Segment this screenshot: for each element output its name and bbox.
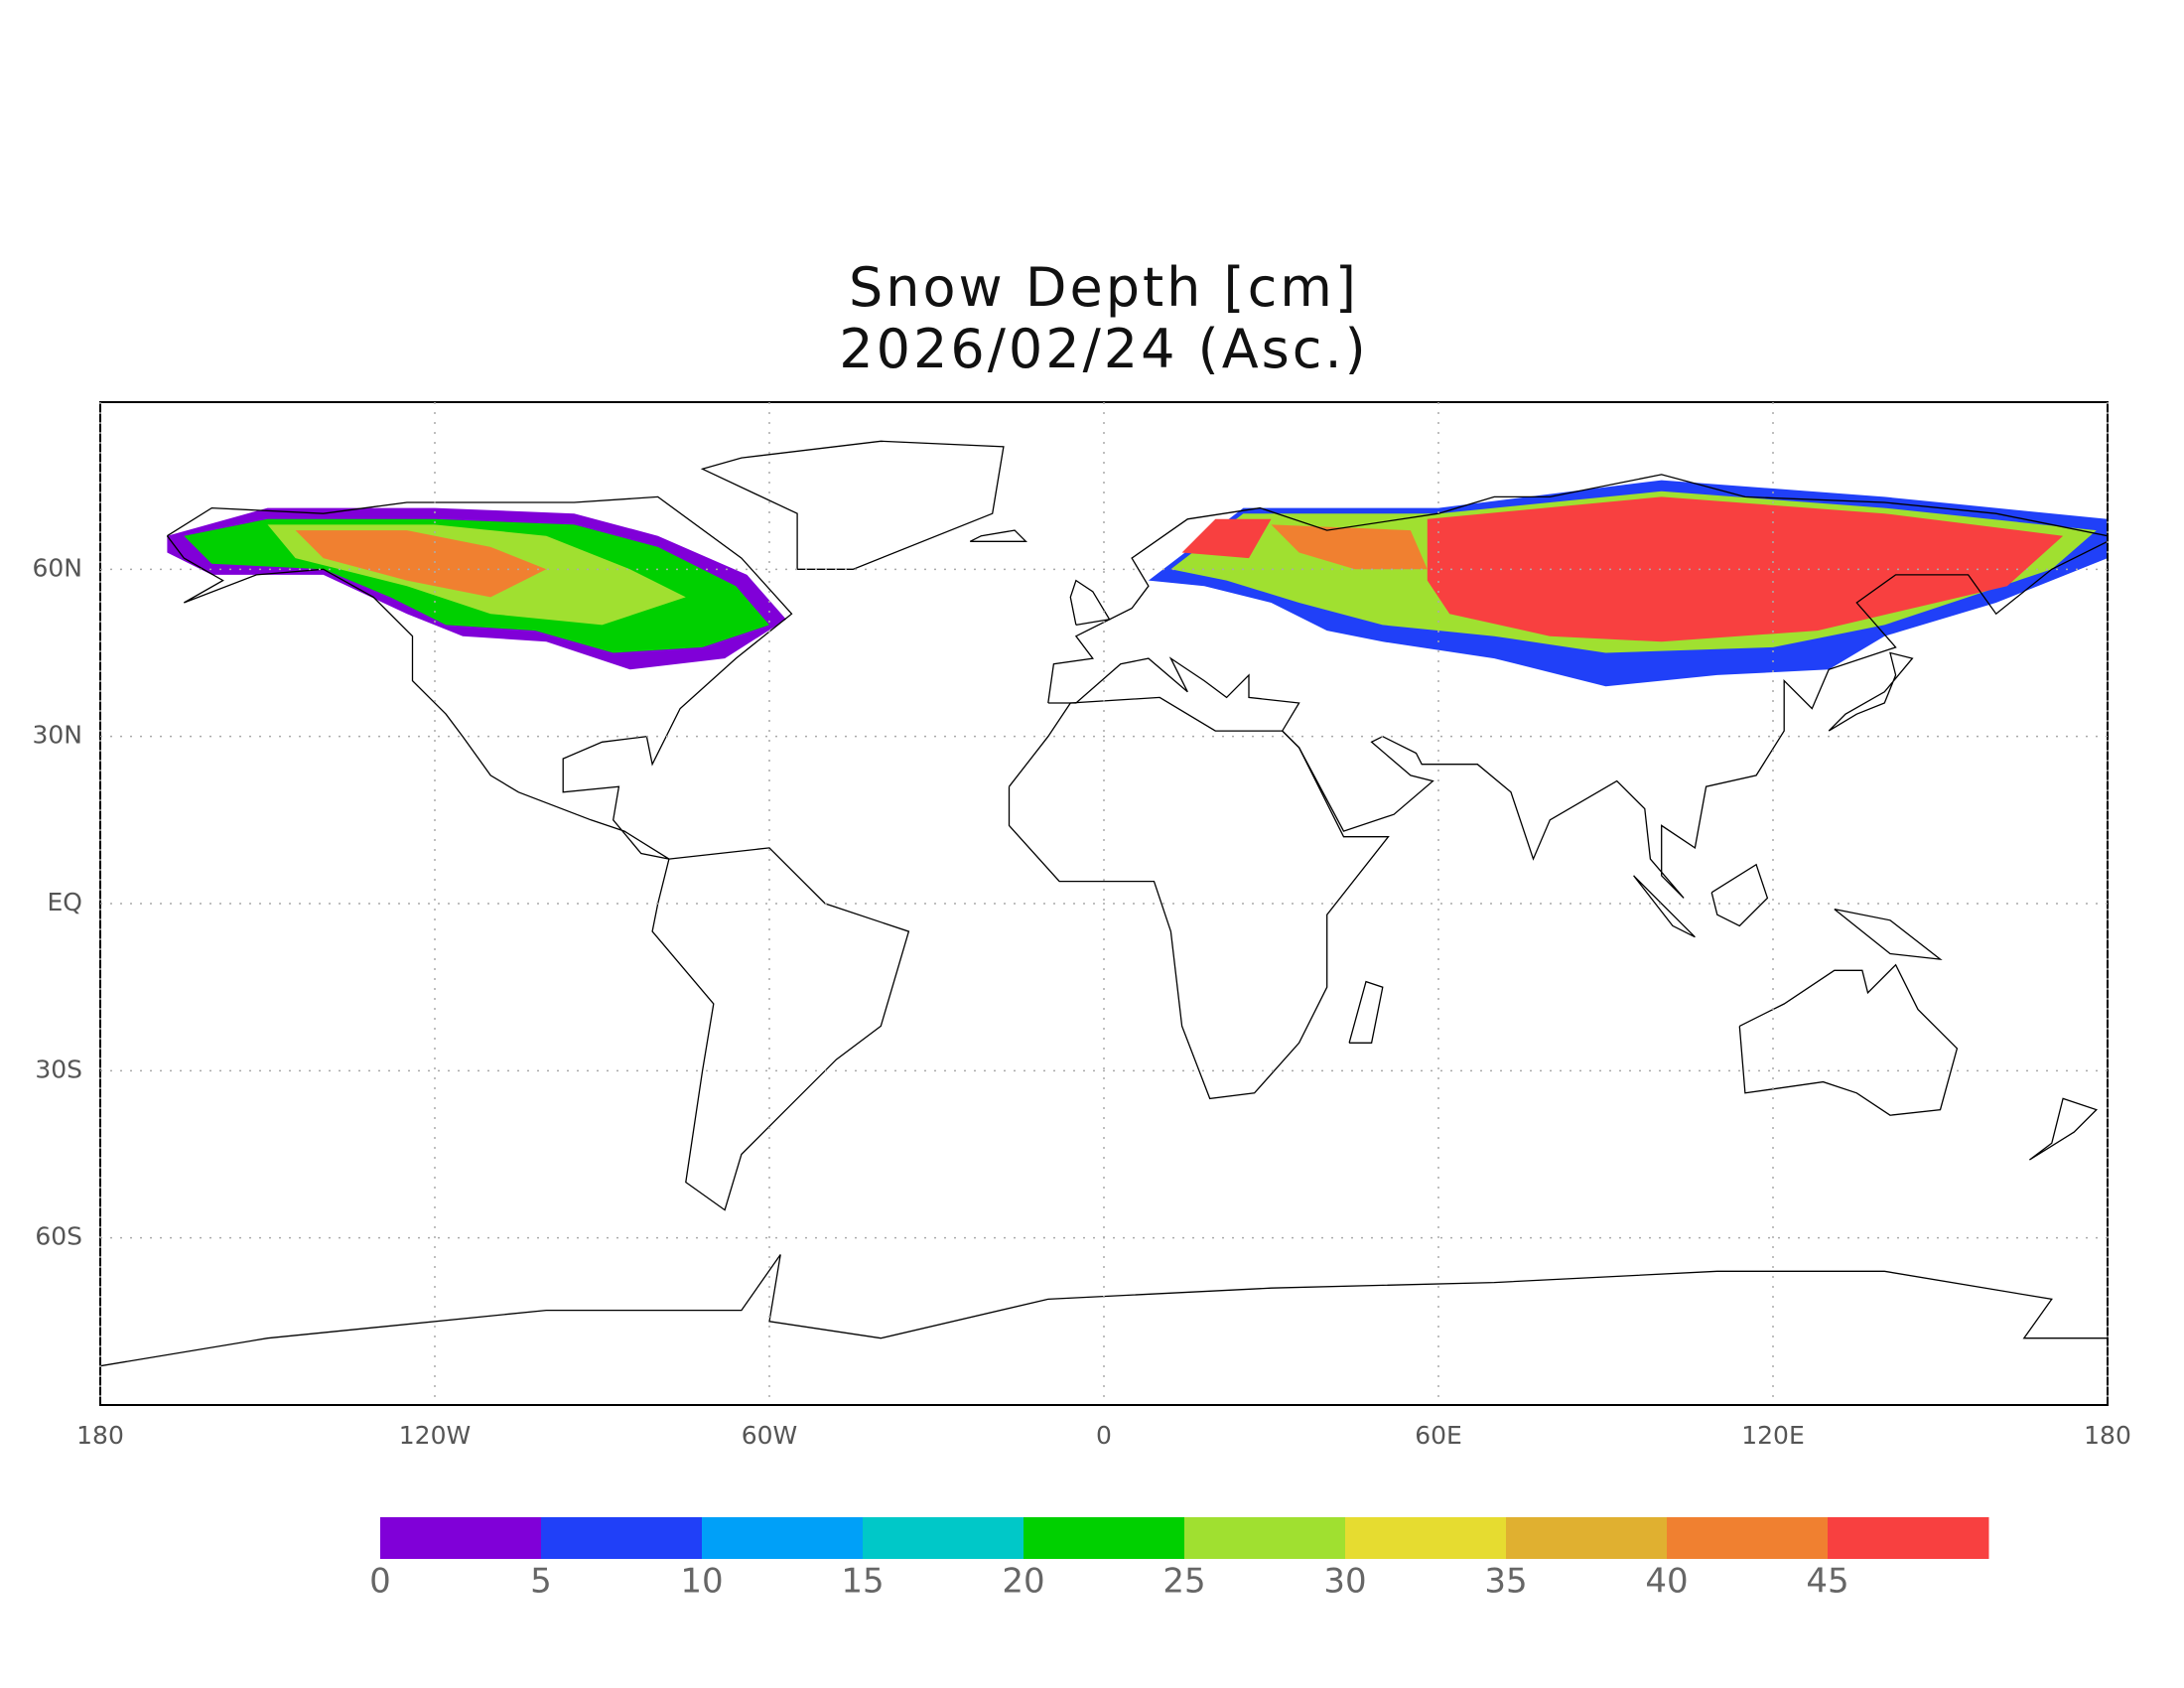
colorbar-box	[1667, 1517, 1829, 1559]
colorbar-label: 25	[1162, 1562, 1205, 1602]
colorbar-box	[1506, 1517, 1668, 1559]
colorbar-label: 45	[1806, 1562, 1848, 1602]
coastline	[1738, 963, 1959, 1116]
colorbar-label: 30	[1323, 1562, 1366, 1602]
coastline	[1348, 980, 1384, 1044]
colorbar-box	[1184, 1517, 1346, 1559]
x-tick-label: 120E	[1741, 1421, 1805, 1450]
colorbar-box	[1024, 1517, 1185, 1559]
colorbar-box	[541, 1517, 703, 1559]
snow-field	[295, 530, 547, 598]
coastline	[969, 529, 1027, 542]
coastline	[1834, 908, 1943, 960]
colorbar-box	[1828, 1517, 1989, 1559]
y-tick-label: 30S	[35, 1055, 82, 1083]
colorbar-box	[863, 1517, 1024, 1559]
coastline	[166, 495, 793, 860]
y-tick-label: 60S	[35, 1222, 82, 1251]
y-tick-label: 60N	[32, 553, 82, 582]
coastline	[651, 847, 910, 1211]
y-tick-label: 30N	[32, 721, 82, 750]
snow-field	[1181, 518, 1272, 559]
snow-field	[1271, 524, 1428, 570]
colorbar-label: 20	[1002, 1562, 1044, 1602]
coastline	[1008, 696, 1390, 1100]
x-tick-label: 0	[1096, 1421, 1112, 1450]
colorbar-label: 5	[530, 1562, 552, 1602]
title-line-1: Snow Depth [cm]	[849, 256, 1359, 319]
colorbar-box	[380, 1517, 542, 1559]
colorbar-label: 0	[369, 1562, 391, 1602]
x-tick-label: 180	[76, 1421, 124, 1450]
coastline	[2029, 1097, 2099, 1161]
coastline	[1710, 863, 1769, 927]
x-tick-label: 180	[2084, 1421, 2131, 1450]
map-layer	[99, 440, 2109, 1367]
coastline	[1633, 875, 1696, 938]
colorbar-box	[1345, 1517, 1507, 1559]
coastline	[1069, 579, 1111, 627]
coastline	[99, 1254, 2108, 1367]
x-tick-label: 120W	[399, 1421, 471, 1450]
colorbar-label: 40	[1645, 1562, 1688, 1602]
colorbar-box	[702, 1517, 864, 1559]
snow-field	[1427, 496, 2064, 642]
x-tick-label: 60W	[742, 1421, 798, 1450]
colorbar-label: 10	[680, 1562, 723, 1602]
colorbar-label: 15	[841, 1562, 884, 1602]
x-tick-label: 60E	[1415, 1421, 1462, 1450]
coastline	[1828, 651, 1914, 732]
y-tick-label: EQ	[48, 888, 82, 916]
coastline	[700, 440, 1005, 570]
coastline	[1047, 474, 2109, 899]
colorbar-label: 35	[1484, 1562, 1527, 1602]
title-line-2: 2026/02/24 (Asc.)	[839, 318, 1368, 380]
